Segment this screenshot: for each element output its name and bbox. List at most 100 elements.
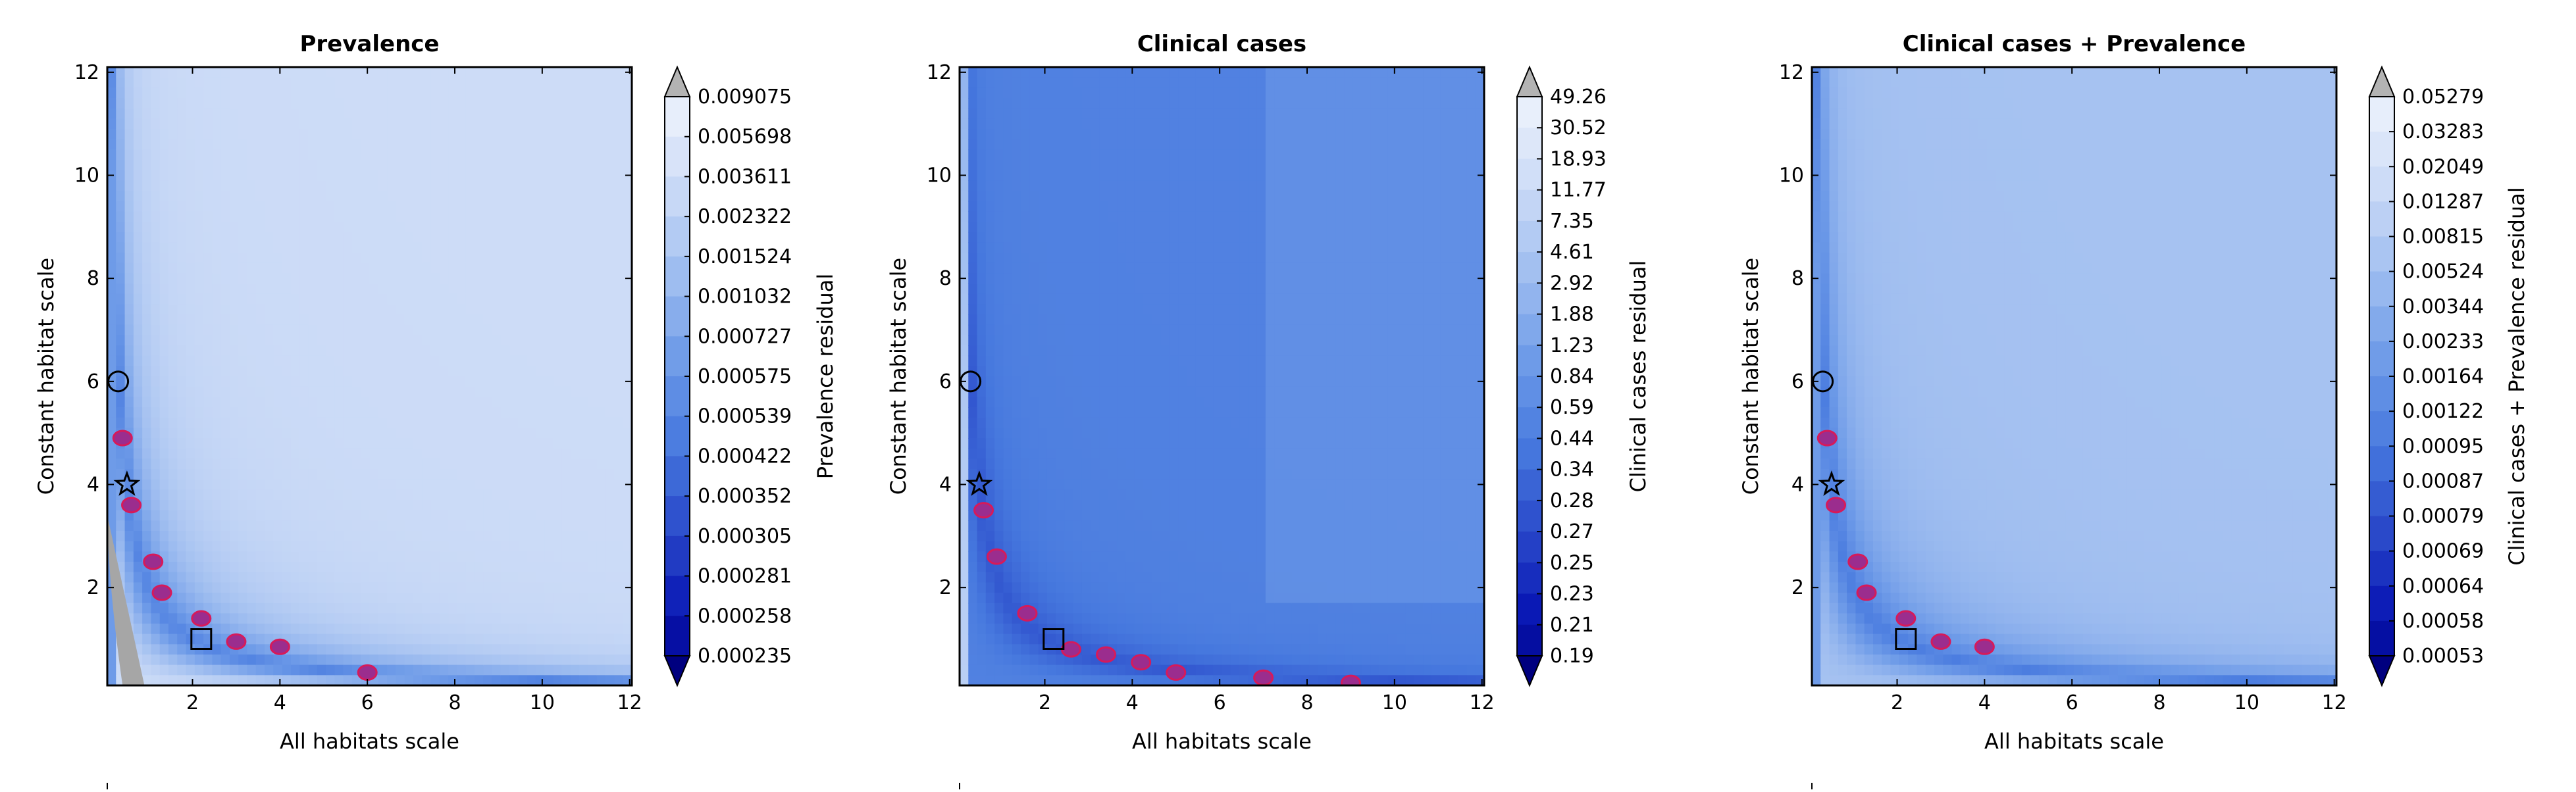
colorbar-tick-label: 0.00053 — [2402, 645, 2484, 668]
colorbar-extend-min — [1517, 656, 1542, 685]
colorbar-tick-label: 0.000235 — [698, 645, 792, 668]
colorbar-segment — [2369, 586, 2394, 622]
x-tick-label: 10 — [530, 691, 555, 714]
colorbar-tick-label: 0.001032 — [698, 285, 792, 309]
colorbar-segment — [2369, 411, 2394, 447]
colorbar-tick-label: 0.00095 — [2402, 435, 2484, 458]
colorbar-segment — [665, 456, 690, 496]
colorbar-tick-label: 0.05279 — [2402, 86, 2484, 109]
y-tick-label: 8 — [939, 267, 952, 290]
highlight-region — [1857, 585, 1876, 600]
colorbar-segment — [1517, 532, 1542, 563]
colorbar-tick-label: 0.00233 — [2402, 330, 2484, 353]
colorbar-segment — [1517, 562, 1542, 594]
colorbar-segment — [2369, 341, 2394, 377]
colorbar-tick-label: 0.44 — [1550, 427, 1594, 450]
y-tick-label: 10 — [927, 164, 952, 187]
highlight-region — [1827, 498, 1845, 512]
colorbar-tick-label: 0.003611 — [698, 165, 792, 188]
colorbar: 49.2630.5218.9311.777.354.612.921.881.23… — [1517, 67, 1607, 685]
x-tick-label: 12 — [1470, 691, 1495, 714]
colorbar-tick-label: 4.61 — [1550, 241, 1594, 264]
y-tick-label: 12 — [1779, 61, 1804, 84]
colorbar-segment — [1517, 314, 1542, 346]
colorbar-tick-label: 0.02049 — [2402, 155, 2484, 178]
colorbar-segment — [1517, 97, 1542, 128]
colorbar-segment — [1517, 438, 1542, 470]
colorbar-segment — [665, 496, 690, 536]
colorbar: 0.052790.032830.020490.012870.008150.005… — [2369, 67, 2484, 685]
colorbar-label: Clinical cases residual — [1626, 260, 1651, 493]
colorbar-segment — [1517, 190, 1542, 222]
x-tick-label: 6 — [2066, 691, 2078, 714]
colorbar-tick-label: 0.005698 — [698, 126, 792, 149]
colorbar-tick-label: 0.21 — [1550, 614, 1594, 637]
colorbar-segment — [2369, 621, 2394, 656]
highlight-region — [1818, 431, 1836, 445]
colorbar-tick-label: 1.88 — [1550, 303, 1594, 326]
colorbar-tick-label: 0.000281 — [698, 565, 792, 588]
colorbar-tick-label: 0.000727 — [698, 325, 792, 348]
x-tick-label: 2 — [1891, 691, 1903, 714]
colorbar-tick-label: 0.00815 — [2402, 226, 2484, 249]
colorbar-segment — [1517, 594, 1542, 626]
colorbar-segment — [2369, 307, 2394, 342]
colorbar-segment — [1517, 501, 1542, 532]
y-axis-label: Constant habitat scale — [34, 258, 59, 495]
y-tick-label: 6 — [87, 370, 99, 393]
colorbar-tick-label: 0.34 — [1550, 458, 1594, 482]
colorbar-segment — [665, 376, 690, 416]
y-tick-label: 6 — [939, 370, 952, 393]
y-tick-label: 10 — [74, 164, 99, 187]
x-tick-label: 10 — [1382, 691, 1407, 714]
colorbar-segment — [2369, 481, 2394, 516]
highlight-region — [1167, 665, 1185, 680]
highlight-region — [987, 549, 1006, 564]
colorbar-segment — [1517, 128, 1542, 159]
highlight-region — [1897, 611, 1915, 626]
colorbar-segment — [2369, 132, 2394, 167]
x-tick-label: 2 — [186, 691, 199, 714]
colorbar-segment — [665, 336, 690, 376]
colorbar-segment — [1517, 283, 1542, 314]
colorbar-segment — [665, 297, 690, 337]
highlight-region — [1849, 555, 1867, 569]
heatmap-field — [960, 67, 1485, 690]
highlight-region — [144, 555, 163, 569]
x-axis-label: All habitats scale — [1984, 729, 2164, 754]
colorbar-segment — [665, 576, 690, 616]
colorbar-segment — [2369, 272, 2394, 307]
colorbar-tick-label: 0.01287 — [2402, 190, 2484, 213]
highlight-region — [1975, 639, 1994, 654]
chart-title: Prevalence — [300, 31, 440, 57]
y-tick-label: 2 — [87, 576, 99, 599]
chart-title: Clinical cases — [1137, 31, 1306, 57]
y-tick-label: 4 — [87, 474, 99, 497]
colorbar-segment — [665, 536, 690, 576]
x-tick-label: 12 — [617, 691, 642, 714]
highlight-region — [1018, 606, 1037, 620]
colorbar-segment — [2369, 166, 2394, 202]
colorbar-tick-label: 0.000539 — [698, 405, 792, 428]
y-tick-label: 2 — [1791, 576, 1804, 599]
colorbar-segment — [2369, 376, 2394, 412]
colorbar-segment — [1517, 376, 1542, 408]
colorbar-tick-label: 18.93 — [1550, 147, 1607, 170]
colorbar-tick-label: 0.00087 — [2402, 470, 2484, 493]
highlight-region — [270, 639, 289, 654]
y-tick-label: 12 — [927, 61, 952, 84]
colorbar-segment — [665, 176, 690, 216]
colorbar-tick-label: 0.002322 — [698, 205, 792, 228]
highlight-region — [192, 611, 211, 626]
colorbar-tick-label: 1.23 — [1550, 334, 1594, 357]
colorbar-tick-label: 0.84 — [1550, 365, 1594, 388]
highlight-region — [975, 503, 993, 518]
colorbar-segment — [1517, 159, 1542, 190]
colorbar-tick-label: 0.009075 — [698, 86, 792, 109]
highlight-region — [227, 634, 245, 649]
highlight-region — [113, 431, 132, 445]
